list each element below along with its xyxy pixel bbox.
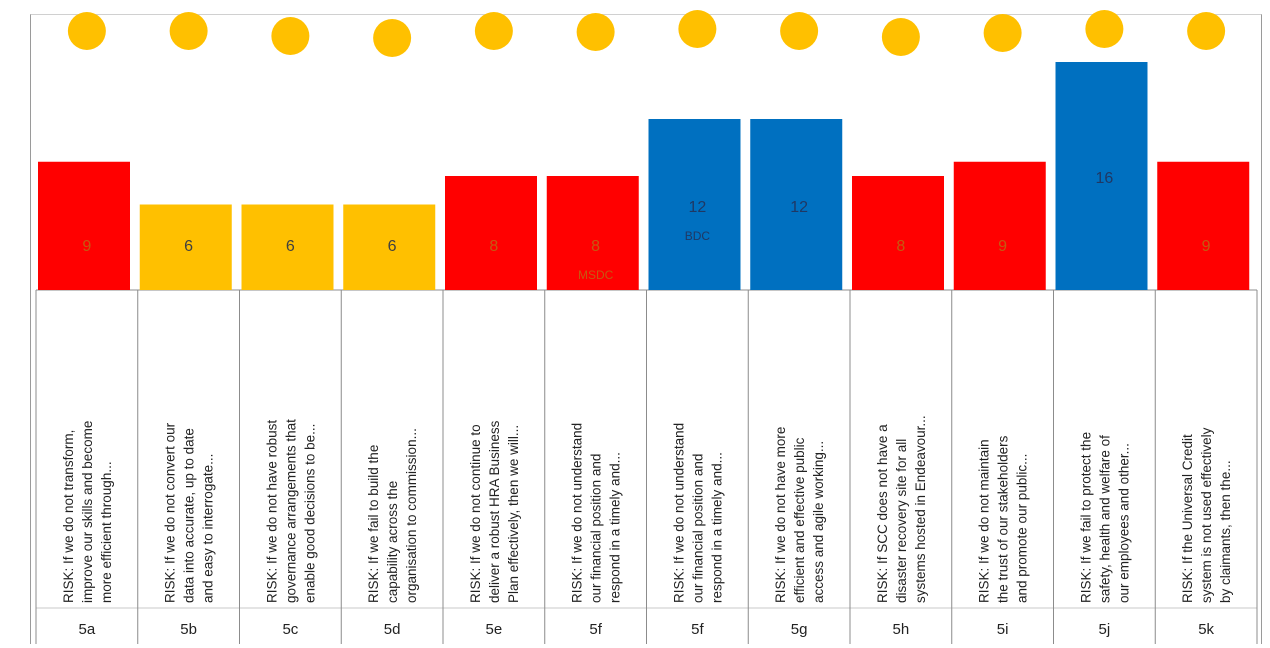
bar-value-label: 12 (790, 199, 808, 216)
status-dot (1187, 12, 1226, 50)
bar-value-label: 6 (286, 238, 295, 255)
risk-description-line: and easy to interrogate... (201, 454, 216, 603)
risk-description-line: our financial position and (589, 454, 604, 603)
risk-description-line: RISK: If we fail to build the (366, 445, 381, 603)
bar (38, 161, 130, 290)
risk-code-label: 5f (691, 621, 704, 638)
bar (1055, 62, 1148, 290)
status-dot (271, 17, 310, 55)
bar (241, 204, 334, 290)
risk-description-line: RISK: If SCC does not have a (875, 424, 890, 603)
risk-description-line: access and agile working... (811, 441, 826, 603)
bar (139, 204, 232, 290)
risk-code-label: 5b (180, 621, 197, 638)
risk-description-line: RISK: If we do not have robust (264, 420, 279, 603)
status-dot (67, 12, 106, 50)
risk-description-line: efficient and effective public (792, 437, 807, 603)
risk-description-line: safety, health and welfare of (1097, 435, 1112, 603)
risk-description-line: deliver a robust HRA Business (487, 420, 502, 603)
risk-description-line: RISK: If we do not maintain (977, 439, 992, 603)
bar (750, 119, 843, 290)
risk-description-line: the trust of our stakeholders (996, 435, 1011, 603)
risk-description-line: respond in a timely and... (709, 452, 724, 603)
bar-sub-label: MSDC (578, 268, 614, 282)
risk-description-line: capability across the (385, 481, 400, 603)
risk-description-line: RISK: If we fail to protect the (1078, 432, 1093, 603)
status-dot (678, 10, 717, 48)
bar-value-label: 9 (998, 238, 1007, 255)
bar-value-label: 6 (388, 238, 397, 255)
risk-description-line: data into accurate, up to date (182, 428, 197, 603)
risk-description-line: respond in a timely and... (608, 452, 623, 603)
bar-value-label: 8 (489, 238, 498, 255)
bar-value-label: 16 (1095, 170, 1113, 187)
risk-description-line: our employees and other... (1116, 443, 1131, 603)
bar-value-label: 9 (1202, 238, 1211, 255)
bar-value-label: 12 (688, 199, 706, 216)
risk-code-label: 5i (997, 621, 1009, 638)
risk-description-line: RISK: If we do not convert our (163, 422, 178, 603)
risk-description-line: our financial position and (690, 454, 705, 603)
risk-description-line: Plan effectively, then we will... (506, 425, 521, 603)
bar-value-label: 8 (591, 238, 600, 255)
risk-code-label: 5c (282, 621, 298, 638)
risk-description-line: RISK: If we do not understand (570, 423, 585, 603)
risk-description-line: disaster recovery site for all (894, 439, 909, 603)
bar-sub-label: BDC (685, 229, 711, 243)
risk-description-line: systems hosted in Endeavour... (913, 415, 928, 603)
status-dot (373, 19, 412, 57)
risk-code-label: 5j (1099, 621, 1111, 638)
risk-code-label: 5e (486, 621, 503, 638)
risk-description-line: RISK: If we do not understand (671, 423, 686, 603)
risk-description-line: RISK: If we do not continue to (468, 424, 483, 603)
risk-description-line: organisation to commission... (404, 428, 419, 603)
bar (1157, 161, 1250, 290)
risk-code-label: 5a (79, 621, 96, 638)
bar (852, 176, 944, 290)
status-dot (983, 14, 1022, 52)
risk-description-line: enable good decisions to be... (302, 424, 317, 603)
risk-description-line: RISK: If we do not have more (773, 427, 788, 603)
status-dot (474, 12, 513, 50)
status-dot (780, 12, 819, 50)
risk-code-label: 5f (589, 621, 602, 638)
risk-description-line: more efficient through... (99, 461, 114, 603)
bar (546, 176, 639, 290)
status-dot (576, 13, 615, 51)
bar (648, 119, 741, 290)
bar-value-label: 9 (82, 238, 91, 255)
bar-value-label: 8 (896, 238, 905, 255)
risk-code-label: 5k (1198, 621, 1214, 638)
risk-code-label: 5h (893, 621, 910, 638)
risk-description-line: improve our skills and become (80, 421, 95, 603)
bar-value-label: 6 (184, 238, 193, 255)
risk-description-line: governance arrangements that (283, 419, 298, 603)
risk-description-line: by claimants, then the... (1218, 460, 1233, 603)
risk-description-line: system is not used effectively (1199, 427, 1214, 603)
risk-description-line: RISK: If the Universal Credit (1180, 434, 1195, 603)
risk-code-label: 5d (384, 621, 401, 638)
label-table (35, 289, 1258, 644)
status-dot (881, 18, 920, 56)
chart-frame (30, 14, 1262, 644)
risk-description-line: RISK: If we do not transform, (61, 430, 76, 603)
risk-code-label: 5g (791, 621, 808, 638)
bar (343, 204, 436, 290)
bar (445, 176, 537, 290)
bar (953, 161, 1046, 290)
status-dot (1085, 10, 1124, 48)
status-dot (169, 12, 208, 50)
risk-description-line: and promote our public... (1015, 454, 1030, 603)
